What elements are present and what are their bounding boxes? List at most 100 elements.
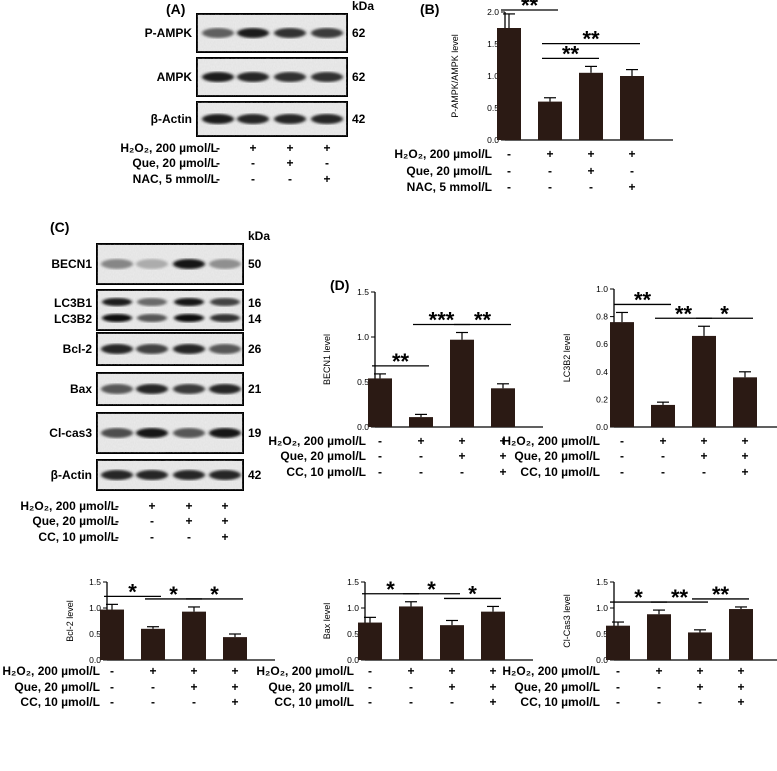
- treatment-sign: +: [221, 499, 228, 513]
- protein-label: β-Actin: [151, 112, 192, 126]
- treatment-sign: +: [737, 695, 744, 709]
- treatment-sign: -: [368, 664, 372, 678]
- treatment-sign: -: [115, 499, 119, 513]
- blot-band: [311, 114, 343, 124]
- treatment-sign: -: [325, 156, 329, 170]
- kda-label: 50: [248, 257, 262, 271]
- treatment-sign: -: [702, 465, 706, 479]
- treatment-sign: +: [659, 434, 666, 448]
- treatment-sign: +: [286, 141, 293, 155]
- kda-label: 19: [248, 426, 262, 440]
- y-tick-label: 0.5: [347, 629, 359, 639]
- y-tick-label: 1.5: [487, 39, 499, 49]
- significance-label: *: [427, 577, 436, 602]
- treatment-label: NAC, 5 mmol/L: [407, 180, 492, 194]
- treatment-sign: +: [587, 147, 594, 161]
- treatment-sign: +: [231, 695, 238, 709]
- treatment-sign: +: [190, 680, 197, 694]
- significance-label: ***: [429, 308, 455, 333]
- treatment-sign: -: [368, 680, 372, 694]
- kda-label: 62: [352, 70, 366, 84]
- panel-label-d: (D): [330, 277, 349, 293]
- significance-label: **: [671, 585, 689, 610]
- treatment-sign: -: [616, 680, 620, 694]
- treatment-sign: +: [448, 664, 455, 678]
- blot-band: [237, 72, 269, 82]
- treatment-sign: -: [507, 164, 511, 178]
- treatment-sign: -: [409, 695, 413, 709]
- treatment-sign: -: [620, 434, 624, 448]
- treatment-sign: +: [286, 156, 293, 170]
- treatment-sign: +: [737, 664, 744, 678]
- blot-band: [101, 259, 133, 269]
- blot-band: [101, 470, 133, 480]
- y-tick-label: 1.5: [347, 577, 359, 587]
- bar: [538, 101, 562, 140]
- protein-label: LC3B2: [54, 312, 92, 326]
- treatment-sign: +: [448, 680, 455, 694]
- blot-band: [101, 384, 133, 394]
- bar: [491, 388, 515, 427]
- protein-label: AMPK: [157, 70, 193, 84]
- treatment-sign: -: [616, 664, 620, 678]
- treatment-sign: -: [620, 449, 624, 463]
- treatment-sign: +: [489, 695, 496, 709]
- bar: [409, 417, 433, 427]
- kda-label: 42: [352, 112, 366, 126]
- treatment-sign: +: [417, 434, 424, 448]
- protein-label: β-Actin: [51, 468, 92, 482]
- blot-band: [101, 428, 133, 438]
- y-tick-label: 2.0: [487, 7, 499, 17]
- bar: [729, 609, 753, 660]
- y-tick-label: 0.0: [357, 422, 369, 432]
- treatment-label: H₂O₂, 200 µmol/L: [502, 664, 600, 678]
- blot-band: [174, 298, 204, 306]
- significance-label: *: [128, 579, 137, 604]
- western-blot-c: kDa BECN1 50 LC3B1 LC3B2 16 14 Bcl-2 26 Bax 21 Cl-c…: [20, 229, 270, 544]
- treatment-sign: -: [216, 156, 220, 170]
- bar: [368, 378, 392, 427]
- treatment-sign: +: [737, 680, 744, 694]
- protein-label: LC3B1: [54, 296, 92, 310]
- treatment-sign: -: [698, 695, 702, 709]
- treatment-sign: +: [499, 449, 506, 463]
- treatment-sign: -: [661, 449, 665, 463]
- kda-label: 26: [248, 342, 262, 356]
- treatment-label: Que, 20 µmol/L: [268, 680, 354, 694]
- blot-band: [209, 428, 241, 438]
- blot-band: [274, 72, 306, 82]
- treatment-sign: +: [696, 664, 703, 678]
- treatment-sign: +: [148, 499, 155, 513]
- treatment-sign: -: [151, 680, 155, 694]
- y-axis-label: LC3B2 level: [562, 334, 572, 383]
- bar: [399, 606, 423, 660]
- treatment-label: CC, 10 µmol/L: [520, 695, 600, 709]
- y-tick-label: 0.0: [487, 135, 499, 145]
- treatment-label: Que, 20 µmol/L: [514, 449, 600, 463]
- treatment-sign: -: [288, 172, 292, 186]
- treatment-sign: -: [378, 434, 382, 448]
- treatment-sign: +: [628, 180, 635, 194]
- blot-band: [202, 114, 234, 124]
- treatment-sign: -: [450, 695, 454, 709]
- blot-band: [173, 428, 205, 438]
- treatment-sign: +: [696, 680, 703, 694]
- kda-label: 16: [248, 296, 262, 310]
- treatment-sign: +: [458, 449, 465, 463]
- y-tick-label: 1.0: [487, 71, 499, 81]
- treatment-sign: -: [368, 695, 372, 709]
- bar-chart-p-ampk: 0.00.51.01.52.0P-AMPK/AMPK level******H₂…: [394, 0, 673, 194]
- blot-band: [210, 298, 240, 306]
- bar: [620, 76, 644, 140]
- y-axis-label: BECN1 level: [322, 334, 332, 385]
- bar: [141, 628, 165, 660]
- kda-unit-label: kDa: [248, 229, 270, 243]
- blot-band: [136, 470, 168, 480]
- blot-band: [136, 428, 168, 438]
- treatment-label: Que, 20 µmol/L: [406, 164, 492, 178]
- treatment-sign: +: [407, 664, 414, 678]
- treatment-sign: -: [419, 449, 423, 463]
- treatment-label: H₂O₂, 200 µmol/L: [502, 434, 600, 448]
- significance-label: **: [562, 41, 580, 66]
- blot-band: [101, 344, 133, 354]
